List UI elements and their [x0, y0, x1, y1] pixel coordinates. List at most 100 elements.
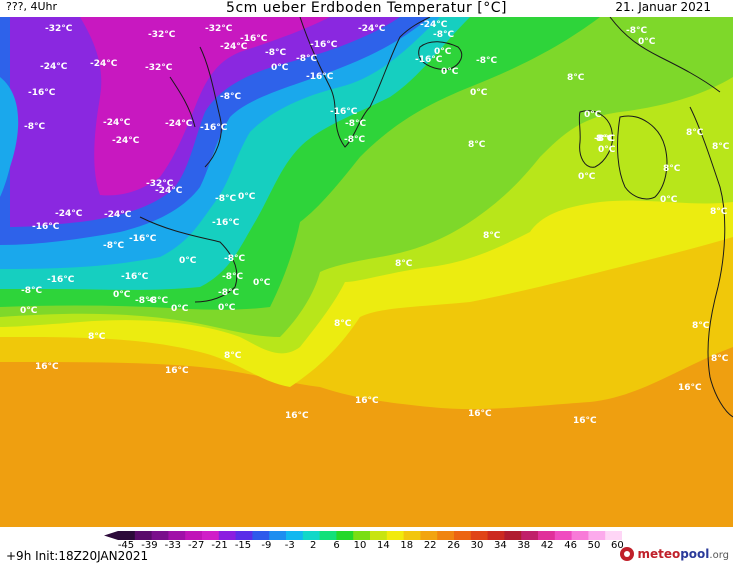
scale-segment — [521, 531, 539, 540]
scale-segment — [218, 531, 237, 540]
scale-segment — [370, 531, 388, 540]
temp-label: -16°C — [240, 34, 268, 44]
temp-label: -24°C — [103, 118, 131, 128]
scandinavia-coastline — [609, 17, 721, 93]
color-scale-bar — [104, 531, 622, 540]
temp-label: -16°C — [310, 40, 338, 50]
temp-label: -8°C — [296, 54, 317, 64]
temp-label: -16°C — [28, 88, 56, 98]
temp-label: -8°C — [345, 119, 366, 129]
brand-pool: pool — [680, 547, 710, 561]
scale-tick-label: 60 — [611, 540, 624, 551]
scale-segment — [168, 531, 186, 540]
scale-segment — [185, 531, 203, 540]
temp-label: -16°C — [330, 107, 358, 117]
temp-label: -8°C — [218, 288, 239, 298]
header-bar: ???, 4Uhr 5cm ueber Erdboden Temperatur … — [0, 0, 733, 18]
temp-label: 0°C — [441, 67, 459, 77]
scale-segment — [151, 531, 169, 540]
temp-label: 8°C — [663, 164, 681, 174]
temp-label: 0°C — [218, 303, 236, 313]
temp-label: -8°C — [103, 241, 124, 251]
temp-label: -16°C — [47, 275, 75, 285]
temp-label: 0°C — [578, 172, 596, 182]
temp-label: -16°C — [121, 272, 149, 282]
temp-label: 8°C — [88, 332, 106, 342]
temp-label: 8°C — [395, 259, 413, 269]
coastal-cold-zone — [0, 77, 19, 197]
europe-coastline — [689, 106, 733, 418]
temp-label: 16°C — [678, 383, 702, 393]
scale-segment — [252, 531, 270, 540]
scale-segment — [571, 531, 589, 540]
scale-segment — [437, 531, 455, 540]
scale-segment — [605, 531, 622, 540]
scale-segment — [319, 531, 337, 540]
scale-tick-label: -39 — [141, 540, 158, 551]
temp-label: 8°C — [692, 321, 710, 331]
scale-segment — [269, 531, 287, 540]
scale-segment — [118, 531, 136, 540]
temp-label: -32°C — [148, 30, 176, 40]
scale-arrow — [104, 531, 118, 540]
temp-label: 8°C — [596, 134, 614, 144]
temp-label: -8°C — [147, 296, 168, 306]
temp-label: -24°C — [165, 119, 193, 129]
scale-tick-label: -27 — [188, 540, 205, 551]
brand-meteo: meteo — [637, 547, 681, 561]
temp-label: -24°C — [358, 24, 386, 34]
scale-segment — [235, 531, 253, 540]
temp-label: -8°C — [24, 122, 45, 132]
scale-segment — [403, 531, 421, 540]
temp-label: 16°C — [468, 409, 492, 419]
map-title: 5cm ueber Erdboden Temperatur [°C] — [226, 0, 507, 16]
baffin-coastline — [169, 46, 222, 168]
scale-tick-label: 42 — [540, 540, 554, 551]
temp-label: -8°C — [224, 254, 245, 264]
temp-label: 0°C — [598, 145, 616, 155]
temp-label: -8°C — [220, 92, 241, 102]
temp-label: -8°C — [626, 26, 647, 36]
temp-label: -8°C — [476, 56, 497, 66]
temp-label: -24°C — [40, 62, 68, 72]
temp-label: 16°C — [35, 362, 59, 372]
temp-label: 8°C — [468, 140, 486, 150]
scale-segment — [420, 531, 438, 540]
meteopool-logo-icon — [620, 547, 635, 561]
valid-time: ???, 4Uhr — [6, 0, 58, 13]
scale-tick-label: -45 — [117, 540, 135, 551]
temp-label: -8°C — [21, 286, 42, 296]
temp-label: 0°C — [271, 63, 289, 73]
temp-label: -32°C — [205, 24, 233, 34]
temp-label: 8°C — [334, 319, 352, 329]
valid-date: 21. Januar 2021 — [615, 0, 711, 14]
temp-label: -16°C — [32, 222, 60, 232]
scale-tick-label: 10 — [353, 540, 367, 551]
scale-tick-label: 6 — [333, 540, 340, 551]
temp-label: -24°C — [104, 210, 132, 220]
scale-tick-label: -15 — [234, 540, 252, 551]
brand-logo[interactable]: meteopool.org — [620, 547, 729, 561]
scale-segment — [487, 531, 505, 540]
scale-tick-label: 34 — [494, 540, 507, 551]
scale-tick-label: -3 — [284, 540, 295, 551]
temp-label: -24°C — [155, 186, 183, 196]
temp-label: -24°C — [220, 42, 248, 52]
temp-label: 0°C — [434, 47, 452, 57]
scale-segment — [554, 531, 573, 540]
temp-label: 8°C — [710, 207, 728, 217]
scale-segment — [386, 531, 405, 540]
temp-label: -32°C — [146, 179, 174, 189]
temp-label: 8°C — [711, 354, 729, 364]
temp-label: -8°C — [135, 296, 156, 306]
temp-label: -32°C — [145, 63, 173, 73]
scale-segment — [470, 531, 489, 540]
temp-label: 16°C — [285, 411, 309, 421]
temp-label: 8°C — [483, 231, 501, 241]
scale-segment — [353, 531, 371, 540]
greenland-coastline — [299, 17, 431, 148]
temp-label: 0°C — [470, 88, 488, 98]
scale-tick-label: -33 — [164, 540, 181, 551]
temp-label: 8°C — [567, 73, 585, 83]
